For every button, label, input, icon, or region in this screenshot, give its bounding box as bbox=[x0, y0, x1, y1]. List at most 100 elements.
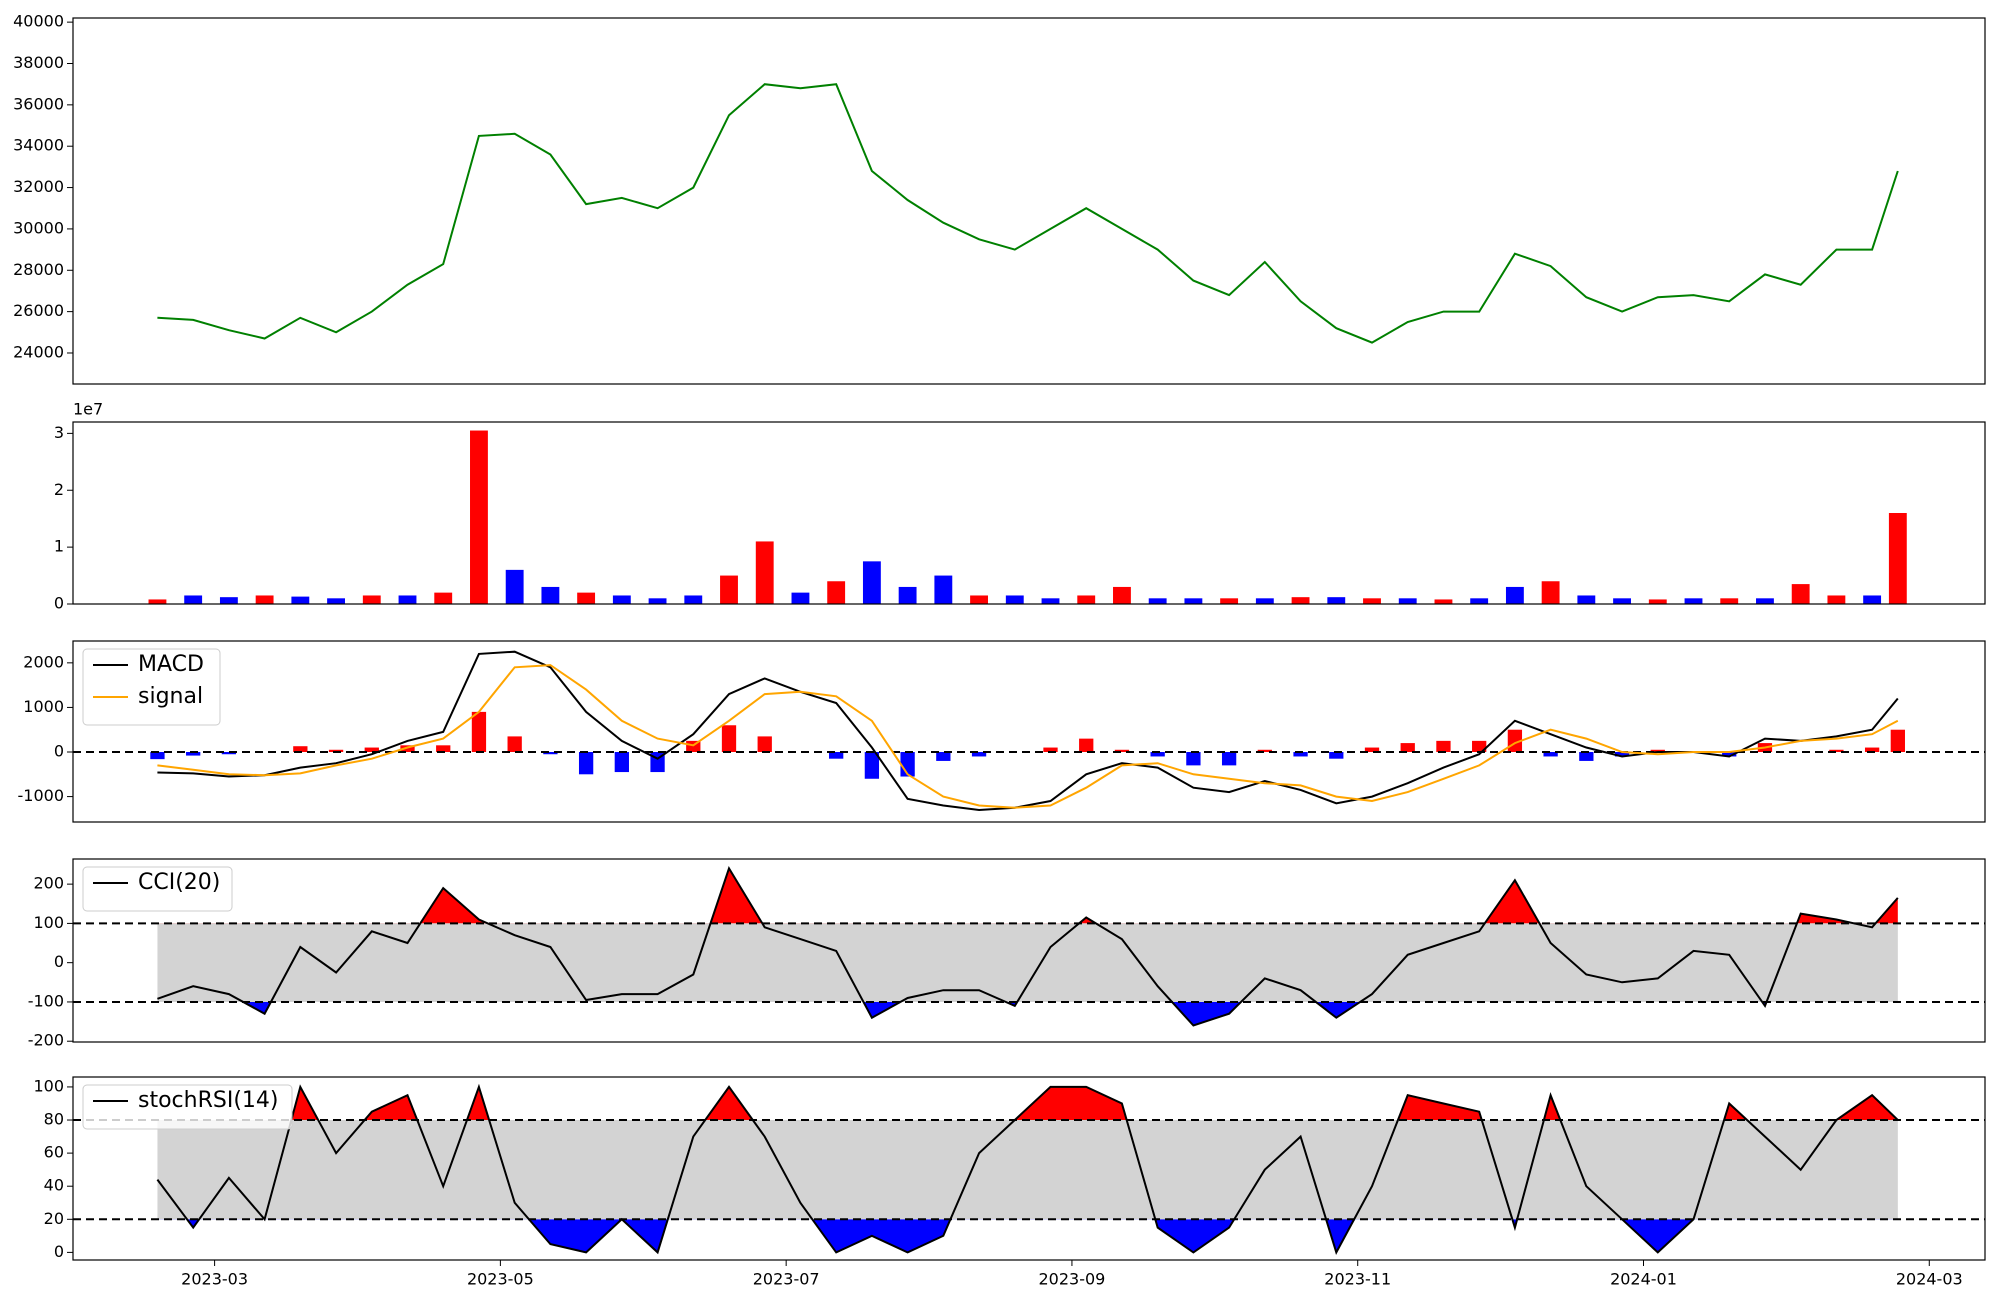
histogram-bar bbox=[1364, 747, 1380, 753]
indicator-line bbox=[156, 1083, 1899, 1255]
neutral-band bbox=[157, 1120, 1898, 1220]
histogram-bar bbox=[400, 745, 415, 753]
volume-bar bbox=[291, 596, 310, 604]
histogram-bar bbox=[364, 747, 379, 753]
volume-bar bbox=[648, 598, 667, 604]
y-tick-label: 3 bbox=[54, 423, 64, 442]
plot-frame bbox=[72, 17, 1986, 385]
y-tick-label: 0 bbox=[54, 1242, 64, 1261]
volume-bar bbox=[1470, 598, 1489, 604]
histogram-bar bbox=[1864, 747, 1880, 753]
volume-bar bbox=[1327, 597, 1346, 604]
y-tick-label: 28000 bbox=[13, 260, 64, 279]
legend: CCI(20) bbox=[82, 866, 233, 912]
indicator-line bbox=[157, 650, 1899, 812]
volume-bar bbox=[1041, 598, 1060, 604]
volume-bar bbox=[1648, 599, 1667, 604]
plot-frame bbox=[72, 858, 1986, 1043]
legend-label: stochRSI(14) bbox=[138, 1088, 279, 1113]
volume-bar bbox=[791, 592, 810, 604]
volume-bar bbox=[1541, 581, 1560, 604]
volume-bar bbox=[1505, 586, 1524, 604]
histogram-bar bbox=[614, 752, 629, 773]
volume-bar bbox=[1220, 598, 1239, 604]
histogram-bar bbox=[1221, 752, 1237, 766]
volume-bar bbox=[1398, 598, 1417, 604]
histogram-bar bbox=[936, 752, 951, 761]
histogram-bar bbox=[293, 746, 308, 753]
legend-box bbox=[82, 866, 233, 912]
volume-bar bbox=[898, 586, 917, 604]
volume-bar bbox=[541, 586, 560, 604]
volume-bar bbox=[362, 595, 381, 604]
y-tick-label: 38000 bbox=[13, 53, 64, 72]
volume-bar bbox=[720, 575, 738, 604]
indicator-line bbox=[157, 664, 1899, 809]
volume-bar bbox=[1827, 595, 1846, 604]
x-tick-label: 2023-07 bbox=[753, 1270, 820, 1289]
volume-bar bbox=[577, 592, 596, 604]
overbought-fill bbox=[291, 1086, 1898, 1121]
y-tick-label: 60 bbox=[44, 1143, 64, 1162]
legend-label: signal bbox=[138, 684, 203, 709]
volume-bar bbox=[1184, 598, 1203, 604]
volume-bar bbox=[684, 595, 703, 604]
y-tick-label: 0 bbox=[54, 742, 64, 761]
y-tick-label: 100 bbox=[33, 913, 64, 932]
legend-box bbox=[82, 648, 221, 726]
histogram-bar bbox=[1257, 749, 1272, 753]
x-tick-label: 2023-11 bbox=[1324, 1270, 1391, 1289]
volume-bar bbox=[755, 541, 774, 604]
volume-bar bbox=[1363, 598, 1381, 604]
histogram-bar bbox=[1186, 752, 1201, 766]
y-tick-label: 36000 bbox=[13, 94, 64, 113]
y-tick-label: 0 bbox=[54, 952, 64, 971]
volume-bar bbox=[827, 581, 846, 604]
y-tick-label: 1000 bbox=[23, 697, 64, 716]
volume-bar bbox=[970, 595, 988, 604]
y-tick-label: 34000 bbox=[13, 136, 64, 155]
y-tick-label: -1000 bbox=[18, 786, 65, 805]
volume-bar bbox=[398, 595, 417, 604]
histogram-bar bbox=[1436, 740, 1451, 753]
volume-bar bbox=[148, 599, 167, 604]
y-tick-label: 200 bbox=[33, 874, 64, 893]
histogram-bar bbox=[1043, 747, 1058, 753]
y-tick-label: 20 bbox=[44, 1209, 64, 1228]
histogram-bar bbox=[971, 752, 987, 757]
volume-bar bbox=[1434, 599, 1453, 604]
histogram-bar bbox=[507, 736, 522, 753]
histogram-bar bbox=[436, 745, 451, 753]
volume-bar bbox=[1888, 513, 1907, 604]
volume-bar bbox=[255, 595, 274, 604]
plot-frame bbox=[72, 421, 1986, 605]
histogram-bar bbox=[686, 740, 701, 753]
volume-bar bbox=[934, 575, 953, 604]
histogram-bar bbox=[1829, 749, 1844, 753]
histogram-bar bbox=[1579, 752, 1594, 761]
histogram-bar bbox=[1400, 743, 1415, 753]
neutral-band bbox=[157, 923, 1898, 1002]
histogram-bar bbox=[864, 752, 880, 779]
x-tick-label: 2023-09 bbox=[1039, 1270, 1106, 1289]
histogram-bar bbox=[721, 725, 737, 753]
volume-bar bbox=[1005, 595, 1024, 604]
histogram-bar bbox=[1150, 752, 1165, 757]
histogram-bar bbox=[150, 752, 165, 760]
volume-bar bbox=[1113, 586, 1131, 604]
legend-label: MACD bbox=[138, 652, 204, 677]
y-tick-label: 2000 bbox=[23, 652, 64, 671]
volume-bar bbox=[1791, 584, 1810, 604]
y-tick-label: 1 bbox=[54, 537, 64, 556]
histogram-bar bbox=[829, 752, 844, 759]
histogram-bar bbox=[757, 736, 772, 753]
y-tick-label: 100 bbox=[33, 1076, 64, 1095]
price-line bbox=[157, 83, 1899, 344]
volume-bar bbox=[1577, 595, 1596, 604]
x-tick-label: 2023-03 bbox=[181, 1270, 248, 1289]
indicator-line bbox=[157, 866, 1899, 1027]
y-tick-label: 80 bbox=[44, 1110, 64, 1129]
histogram-bar bbox=[221, 752, 237, 755]
